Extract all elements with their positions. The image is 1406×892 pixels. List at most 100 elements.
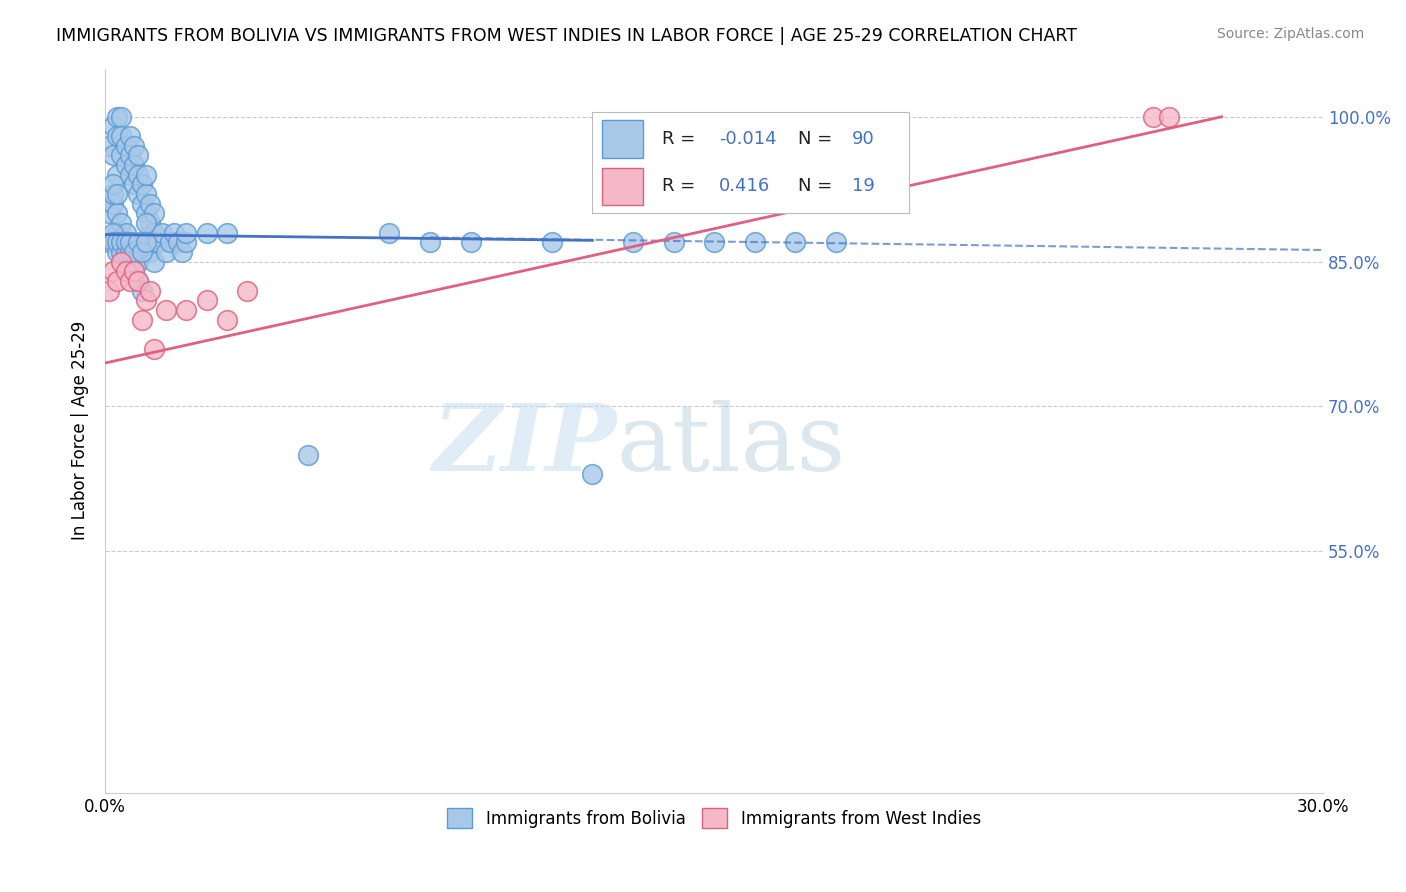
Point — [103, 178, 125, 192]
Point — [110, 129, 132, 144]
Point — [105, 206, 128, 220]
Point — [110, 235, 132, 250]
Point — [114, 264, 136, 278]
Point — [105, 168, 128, 182]
Point — [176, 235, 198, 250]
Point — [114, 244, 136, 259]
Point — [155, 302, 177, 317]
Point — [621, 235, 644, 250]
Point — [662, 235, 685, 250]
Point — [110, 254, 132, 268]
Point — [146, 235, 169, 250]
Point — [122, 264, 145, 278]
Point — [110, 235, 132, 250]
Point — [131, 284, 153, 298]
Point — [195, 293, 218, 308]
Point — [114, 226, 136, 240]
Point — [215, 312, 238, 326]
Point — [118, 254, 141, 268]
Point — [122, 158, 145, 172]
Point — [150, 226, 173, 240]
Point — [127, 168, 149, 182]
Point — [122, 244, 145, 259]
Point — [105, 129, 128, 144]
Point — [142, 342, 165, 356]
Point — [122, 264, 145, 278]
Point — [127, 254, 149, 268]
Point — [135, 235, 157, 250]
Point — [540, 235, 562, 250]
Point — [105, 244, 128, 259]
Point — [142, 254, 165, 268]
Text: IMMIGRANTS FROM BOLIVIA VS IMMIGRANTS FROM WEST INDIES IN LABOR FORCE | AGE 25-2: IMMIGRANTS FROM BOLIVIA VS IMMIGRANTS FR… — [56, 27, 1077, 45]
Point — [1157, 110, 1180, 124]
Point — [744, 235, 766, 250]
Point — [135, 235, 157, 250]
Point — [139, 196, 162, 211]
Point — [98, 284, 121, 298]
Point — [139, 216, 162, 230]
Point — [110, 244, 132, 259]
Point — [142, 226, 165, 240]
Point — [172, 244, 194, 259]
Point — [127, 187, 149, 202]
Point — [118, 168, 141, 182]
Point — [703, 235, 725, 250]
Point — [131, 244, 153, 259]
Text: Source: ZipAtlas.com: Source: ZipAtlas.com — [1216, 27, 1364, 41]
Point — [105, 235, 128, 250]
Point — [118, 244, 141, 259]
Point — [176, 302, 198, 317]
Point — [98, 206, 121, 220]
Point — [127, 148, 149, 162]
Point — [1142, 110, 1164, 124]
Point — [110, 148, 132, 162]
Point — [118, 235, 141, 250]
Point — [215, 226, 238, 240]
Point — [131, 312, 153, 326]
Point — [236, 284, 259, 298]
Point — [114, 244, 136, 259]
Text: atlas: atlas — [617, 401, 846, 490]
Point — [98, 138, 121, 153]
Point — [297, 448, 319, 462]
Y-axis label: In Labor Force | Age 25-29: In Labor Force | Age 25-29 — [72, 321, 89, 541]
Point — [139, 244, 162, 259]
Point — [127, 274, 149, 288]
Point — [103, 120, 125, 134]
Point — [103, 226, 125, 240]
Point — [127, 274, 149, 288]
Point — [135, 187, 157, 202]
Point — [122, 178, 145, 192]
Point — [378, 226, 401, 240]
Legend: Immigrants from Bolivia, Immigrants from West Indies: Immigrants from Bolivia, Immigrants from… — [440, 801, 987, 835]
Point — [159, 235, 181, 250]
Point — [103, 148, 125, 162]
Point — [105, 226, 128, 240]
Point — [135, 216, 157, 230]
Point — [419, 235, 441, 250]
Point — [825, 235, 848, 250]
Point — [118, 129, 141, 144]
Point — [103, 187, 125, 202]
Point — [105, 187, 128, 202]
Point — [460, 235, 482, 250]
Point — [167, 235, 190, 250]
Point — [142, 206, 165, 220]
Text: ZIP: ZIP — [433, 401, 617, 490]
Point — [131, 196, 153, 211]
Point — [176, 226, 198, 240]
Point — [135, 206, 157, 220]
Point — [139, 284, 162, 298]
Point — [105, 110, 128, 124]
Point — [135, 293, 157, 308]
Point — [118, 274, 141, 288]
Point — [103, 196, 125, 211]
Point — [135, 168, 157, 182]
Point — [98, 235, 121, 250]
Point — [103, 264, 125, 278]
Point — [127, 235, 149, 250]
Point — [581, 467, 603, 481]
Point — [114, 138, 136, 153]
Point — [105, 274, 128, 288]
